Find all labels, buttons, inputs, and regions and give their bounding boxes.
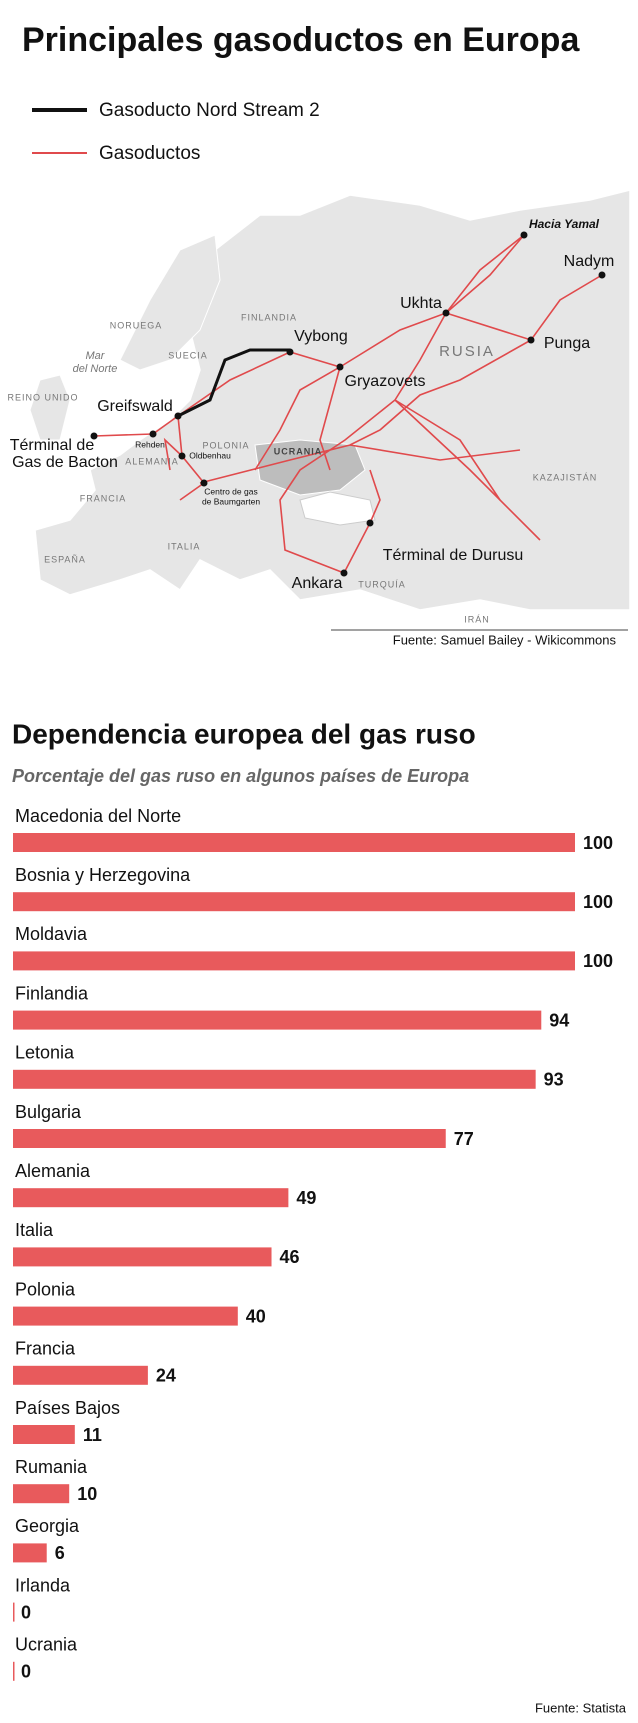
category-label: Letonia <box>15 1043 75 1063</box>
region-label: FRANCIA <box>80 493 127 503</box>
region-label: RUSIA <box>439 343 495 360</box>
region-label: UCRANIA <box>274 446 323 456</box>
map-label: Vybong <box>294 328 348 345</box>
region-label: KAZAJISTÁN <box>533 472 598 482</box>
bar <box>13 1602 15 1622</box>
category-label: Ucrania <box>15 1635 78 1655</box>
value-label: 49 <box>296 1188 316 1208</box>
region-label: Mar <box>86 350 106 362</box>
map-label: Ankara <box>292 575 343 592</box>
category-label: Alemania <box>15 1161 91 1181</box>
category-label: Finlandia <box>15 983 89 1003</box>
value-label: 77 <box>454 1129 474 1149</box>
bar <box>13 1365 148 1385</box>
category-label: Macedonia del Norte <box>15 806 181 826</box>
bar <box>13 1661 15 1681</box>
region-label: TURQUÍA <box>358 579 406 589</box>
category-label: Moldavia <box>15 924 88 944</box>
bar <box>13 1543 47 1563</box>
value-label: 100 <box>583 892 613 912</box>
category-label: Rumania <box>15 1457 88 1477</box>
region-label: del Norte <box>73 363 118 375</box>
chart-subtitle: Porcentaje del gas ruso en algunos paíse… <box>12 766 469 786</box>
map-label: Oldbenhau <box>189 450 231 460</box>
region-label: ESPAÑA <box>44 554 86 564</box>
region-label: POLONIA <box>202 440 249 450</box>
bar <box>13 1425 75 1444</box>
bar <box>13 951 575 971</box>
map-label: Rehden <box>135 439 165 449</box>
chart-source: Fuente: Statista <box>535 1700 627 1715</box>
category-label: Polonia <box>15 1279 76 1299</box>
value-label: 0 <box>21 1602 31 1622</box>
bar <box>13 1129 446 1148</box>
bar <box>13 1010 542 1030</box>
region-label: ITALIA <box>168 541 201 551</box>
value-label: 10 <box>77 1484 97 1504</box>
title: Principales gasoductos en Europa <box>22 21 580 59</box>
bar <box>13 833 575 852</box>
bar <box>13 1188 289 1208</box>
value-label: 100 <box>583 951 613 971</box>
value-label: 24 <box>156 1366 176 1386</box>
chart-title: Dependencia europea del gas ruso <box>12 718 476 749</box>
region-label: ALEMANIA <box>125 456 179 466</box>
region-label: REINO UNIDO <box>7 392 78 402</box>
value-label: 6 <box>55 1543 65 1563</box>
value-label: 40 <box>246 1306 266 1326</box>
value-label: 46 <box>280 1247 300 1267</box>
map-source: Fuente: Samuel Bailey - Wikicommons <box>393 632 617 647</box>
value-label: 0 <box>21 1662 31 1682</box>
region-label: SUECIA <box>168 350 208 360</box>
category-label: Bulgaria <box>15 1102 82 1122</box>
map-label: Punga <box>544 335 590 352</box>
map: Hacia Yamal Nadym Ukhta Vybong Punga Gry… <box>7 189 631 647</box>
value-label: 100 <box>583 833 613 853</box>
region-label: FINLANDIA <box>241 312 297 322</box>
region-label: IRÁN <box>464 614 490 624</box>
value-label: 93 <box>544 1070 564 1090</box>
map-label: Greifswald <box>97 398 173 415</box>
region-label: NORUEGA <box>110 320 163 330</box>
category-label: Italia <box>15 1220 54 1240</box>
category-label: Bosnia y Herzegovina <box>15 865 191 885</box>
map-label: Hacia Yamal <box>529 217 600 231</box>
category-label: Francia <box>15 1339 76 1359</box>
map-label: Nadym <box>564 253 615 270</box>
map-label: Gas de Bacton <box>12 454 118 471</box>
map-label: de Baumgarten <box>202 496 260 506</box>
bar <box>13 1306 238 1326</box>
value-label: 94 <box>549 1010 569 1030</box>
map-label: Términal de <box>10 437 95 454</box>
bar <box>13 1484 70 1504</box>
value-label: 11 <box>83 1425 102 1445</box>
category-label: Irlanda <box>15 1575 71 1595</box>
category-label: Países Bajos <box>15 1398 120 1418</box>
bar <box>13 1069 536 1089</box>
map-label: Ukhta <box>400 295 442 312</box>
bar <box>13 1247 272 1267</box>
map-label: Centro de gas <box>204 486 257 496</box>
map-label: Gryazovets <box>345 373 426 390</box>
map-label: Términal de Durusu <box>383 547 524 564</box>
category-label: Georgia <box>15 1516 80 1536</box>
legend-label: Gasoductos <box>99 143 200 164</box>
bar <box>13 892 575 912</box>
legend-label: Gasoducto Nord Stream 2 <box>99 100 320 121</box>
